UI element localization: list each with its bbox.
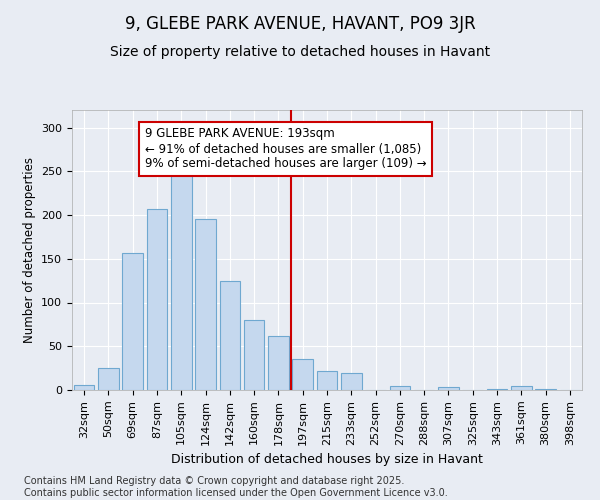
Bar xyxy=(341,372,362,390)
Bar xyxy=(487,389,508,390)
Text: Contains HM Land Registry data © Crown copyright and database right 2025.
Contai: Contains HM Land Registry data © Crown c… xyxy=(24,476,448,498)
Bar xyxy=(244,320,265,390)
Text: Size of property relative to detached houses in Havant: Size of property relative to detached ho… xyxy=(110,45,490,59)
Bar xyxy=(317,371,337,390)
Bar xyxy=(292,360,313,390)
Bar xyxy=(195,218,216,390)
Bar xyxy=(220,280,240,390)
Bar xyxy=(535,389,556,390)
Text: 9, GLEBE PARK AVENUE, HAVANT, PO9 3JR: 9, GLEBE PARK AVENUE, HAVANT, PO9 3JR xyxy=(125,15,475,33)
Bar xyxy=(511,386,532,390)
Bar xyxy=(389,386,410,390)
Bar xyxy=(74,385,94,390)
Bar xyxy=(98,368,119,390)
Y-axis label: Number of detached properties: Number of detached properties xyxy=(23,157,35,343)
Bar xyxy=(171,170,191,390)
Bar xyxy=(438,386,459,390)
X-axis label: Distribution of detached houses by size in Havant: Distribution of detached houses by size … xyxy=(171,453,483,466)
Text: 9 GLEBE PARK AVENUE: 193sqm
← 91% of detached houses are smaller (1,085)
9% of s: 9 GLEBE PARK AVENUE: 193sqm ← 91% of det… xyxy=(145,128,427,170)
Bar xyxy=(268,336,289,390)
Bar xyxy=(146,209,167,390)
Bar xyxy=(122,252,143,390)
